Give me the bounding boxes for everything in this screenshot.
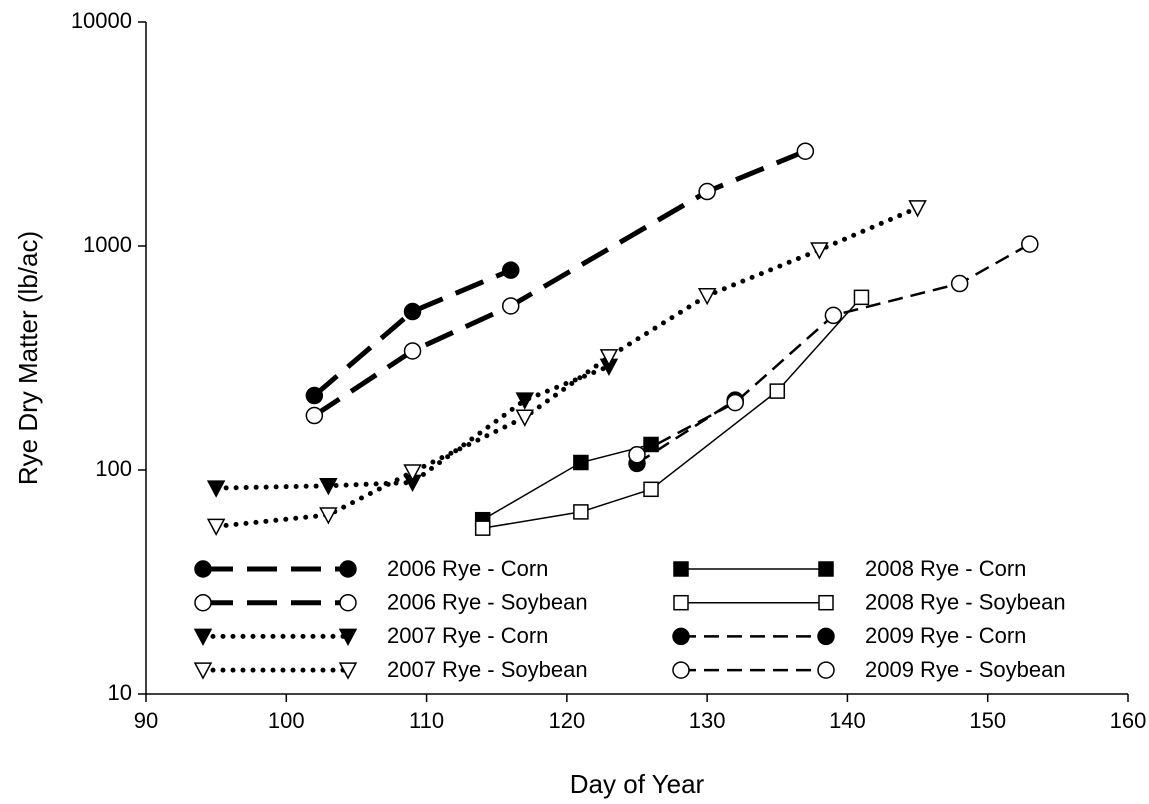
- x-tick-label: 90: [134, 708, 158, 733]
- legend-label: 2006 Rye - Soybean: [387, 590, 588, 615]
- marker: [950, 274, 969, 293]
- series-line: [312, 267, 512, 398]
- legend-label: 2007 Rye - Soybean: [387, 657, 588, 682]
- legend-label: 2009 Rye - Corn: [865, 623, 1026, 648]
- legend-label: 2008 Rye - Corn: [865, 556, 1026, 581]
- marker: [824, 306, 843, 325]
- marker: [672, 661, 690, 679]
- marker: [403, 342, 422, 360]
- marker: [403, 302, 422, 321]
- y-tick-label: 1000: [83, 232, 132, 257]
- marker: [573, 454, 589, 471]
- marker: [573, 504, 589, 520]
- marker: [403, 464, 422, 482]
- marker: [673, 594, 689, 611]
- marker: [643, 481, 659, 498]
- marker: [672, 627, 690, 646]
- marker: [817, 661, 835, 679]
- x-axis-label: Day of Year: [570, 769, 705, 799]
- marker: [853, 289, 870, 306]
- marker: [810, 242, 829, 260]
- legend-label: 2009 Rye - Soybean: [865, 657, 1066, 682]
- marker: [305, 386, 324, 405]
- marker: [515, 392, 535, 410]
- legend-label: 2007 Rye - Corn: [387, 623, 548, 648]
- marker: [319, 507, 338, 525]
- marker: [193, 662, 213, 680]
- x-tick-label: 150: [969, 708, 1006, 733]
- marker: [818, 561, 834, 577]
- marker: [501, 261, 520, 279]
- y-axis-label: Rye Dry Matter (lb/ac): [13, 231, 43, 485]
- marker: [194, 593, 212, 612]
- legend-label: 2008 Rye - Soybean: [865, 590, 1066, 615]
- marker: [193, 628, 213, 646]
- marker: [194, 560, 212, 578]
- marker: [796, 142, 815, 160]
- marker: [515, 409, 535, 427]
- marker: [338, 628, 358, 646]
- y-tick-label: 10: [108, 680, 132, 705]
- x-tick-label: 120: [548, 708, 585, 733]
- marker: [818, 594, 834, 611]
- marker: [697, 287, 717, 306]
- marker: [501, 297, 520, 315]
- marker: [698, 182, 716, 201]
- marker: [339, 593, 357, 612]
- marker: [673, 561, 689, 577]
- series-line: [482, 443, 652, 521]
- x-tick-label: 130: [689, 708, 726, 733]
- marker: [726, 393, 744, 412]
- series-line: [482, 296, 863, 529]
- series-line: [636, 242, 1031, 456]
- legend-label: 2006 Rye - Corn: [387, 556, 548, 581]
- marker: [1021, 235, 1039, 253]
- marker: [338, 662, 358, 680]
- x-tick-label: 100: [268, 708, 305, 733]
- marker: [769, 383, 786, 399]
- y-tick-label: 100: [95, 456, 132, 481]
- marker: [206, 480, 226, 498]
- marker: [305, 406, 324, 425]
- x-tick-label: 140: [829, 708, 866, 733]
- marker: [206, 518, 226, 536]
- marker: [474, 520, 491, 536]
- marker: [628, 445, 646, 464]
- marker: [908, 200, 927, 218]
- marker: [599, 349, 619, 367]
- marker: [319, 478, 338, 496]
- x-tick-label: 110: [409, 708, 444, 733]
- marker: [339, 560, 357, 578]
- marker: [817, 627, 835, 646]
- x-tick-label: 160: [1110, 708, 1147, 733]
- series-line: [213, 205, 921, 529]
- y-tick-label: 10000: [71, 8, 132, 33]
